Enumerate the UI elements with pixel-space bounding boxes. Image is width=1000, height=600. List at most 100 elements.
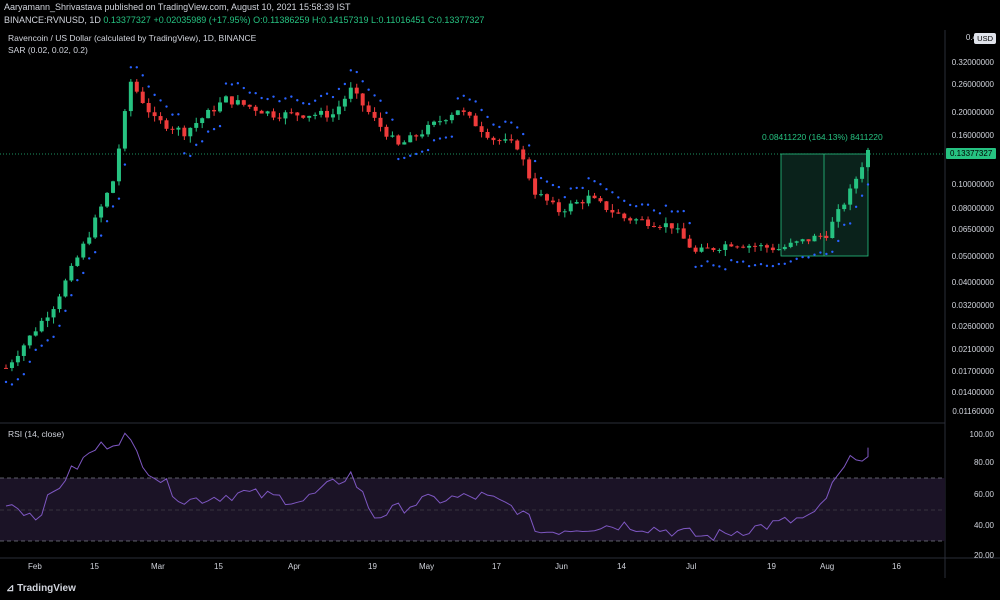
tradingview-logo[interactable]: ⊿ TradingView bbox=[6, 583, 76, 594]
candle-body bbox=[628, 218, 633, 221]
candle-body bbox=[283, 112, 288, 119]
sar-dot bbox=[474, 100, 477, 103]
sar-dot bbox=[450, 135, 454, 138]
sar-dot bbox=[569, 187, 572, 190]
price-tick: 0.03200000 bbox=[951, 301, 994, 310]
time-tick: 19 bbox=[767, 562, 776, 571]
time-tick: May bbox=[419, 562, 435, 571]
candle-body bbox=[693, 247, 698, 252]
sar-dot bbox=[688, 221, 691, 225]
candle-body bbox=[348, 87, 353, 99]
candle-body bbox=[235, 100, 240, 105]
candle-body bbox=[241, 100, 246, 105]
candle-body bbox=[116, 148, 121, 182]
sar-dot bbox=[789, 260, 792, 263]
candle-body bbox=[521, 149, 526, 160]
sar-dot bbox=[331, 95, 335, 99]
price-tick: 0.01400000 bbox=[951, 388, 994, 397]
candle-body bbox=[562, 211, 567, 213]
candle-body bbox=[455, 110, 460, 115]
candle-body bbox=[408, 135, 413, 143]
price-range-measure[interactable] bbox=[780, 153, 869, 257]
sar-dot bbox=[492, 123, 495, 126]
candle-body bbox=[200, 118, 205, 124]
candle-body bbox=[325, 110, 330, 118]
currency-button[interactable]: USD bbox=[974, 33, 996, 44]
sar-dot bbox=[860, 194, 864, 197]
candle-body bbox=[449, 114, 454, 121]
time-tick: 14 bbox=[617, 562, 626, 571]
sar-dot bbox=[409, 154, 412, 157]
sar-dot bbox=[373, 94, 376, 97]
sar-dot bbox=[195, 143, 198, 147]
sar-dot bbox=[539, 176, 543, 180]
current-price-tag: 0.13377327 bbox=[946, 148, 997, 159]
time-axis[interactable]: Feb 15 Mar 15 Apr 19 May 17 Jun 14 Jul 1… bbox=[0, 558, 945, 578]
sar-dot bbox=[848, 222, 852, 225]
sar-dot bbox=[854, 205, 858, 209]
time-tick: Aug bbox=[820, 562, 835, 571]
publish-info: Aaryamann_Shrivastava published on Tradi… bbox=[4, 2, 351, 12]
candle-body bbox=[574, 202, 579, 204]
candle-body bbox=[634, 219, 639, 221]
candle-body bbox=[461, 110, 466, 112]
sar-dot bbox=[189, 154, 192, 158]
candle-body bbox=[866, 149, 870, 168]
price-tick: 0.26000000 bbox=[951, 80, 994, 89]
candle-body bbox=[313, 114, 318, 116]
sar-dot bbox=[224, 82, 228, 85]
sar-dot bbox=[183, 152, 186, 155]
sar-dot bbox=[557, 185, 561, 189]
price-tick: 0.16000000 bbox=[951, 131, 994, 140]
candle-body bbox=[467, 111, 472, 116]
candle-body bbox=[402, 142, 407, 145]
candle-body bbox=[824, 235, 829, 239]
price-axis[interactable]: 0.32000000 0.26000000 0.20000000 0.16000… bbox=[945, 30, 1000, 560]
candle-body bbox=[420, 134, 425, 137]
price-tick: 0.01160000 bbox=[952, 407, 994, 416]
candle-body bbox=[164, 120, 169, 129]
sar-dot bbox=[634, 204, 638, 208]
candle-body bbox=[69, 265, 74, 281]
time-tick: 15 bbox=[214, 562, 223, 571]
sar-dot bbox=[533, 159, 537, 163]
candle-body bbox=[776, 249, 781, 251]
candle-body bbox=[681, 228, 686, 239]
candle-body bbox=[854, 178, 859, 189]
sar-dot bbox=[640, 203, 644, 206]
time-tick: 16 bbox=[892, 562, 901, 571]
candle-body bbox=[27, 335, 32, 346]
candle-body bbox=[271, 111, 276, 118]
sar-dots-group bbox=[4, 66, 870, 386]
sar-indicator-label[interactable]: SAR (0.02, 0.02, 0.2) bbox=[8, 45, 88, 55]
sar-dot bbox=[159, 99, 162, 102]
rsi-pane-title[interactable]: RSI (14, close) bbox=[8, 429, 65, 439]
sar-dot bbox=[206, 130, 210, 133]
candle-body bbox=[687, 238, 692, 248]
sar-dot bbox=[10, 383, 14, 386]
candle-body bbox=[640, 219, 645, 221]
sar-dot bbox=[212, 127, 216, 131]
candle-body bbox=[842, 204, 847, 210]
candle-body bbox=[128, 81, 133, 112]
candle-body bbox=[437, 121, 442, 123]
candle-body bbox=[253, 106, 258, 111]
candle-body bbox=[182, 127, 187, 137]
candle-body bbox=[295, 112, 300, 116]
time-tick: Jul bbox=[686, 562, 697, 571]
sar-dot bbox=[99, 234, 103, 237]
sar-dot bbox=[837, 239, 840, 243]
sar-dot bbox=[82, 271, 85, 275]
sar-dot bbox=[4, 380, 8, 384]
sar-dot bbox=[629, 203, 632, 207]
sar-dot bbox=[700, 264, 703, 268]
sar-dot bbox=[171, 113, 174, 116]
candle-body bbox=[663, 223, 668, 228]
candle-body bbox=[604, 201, 609, 210]
candle-body bbox=[57, 296, 62, 310]
candle-body bbox=[586, 195, 591, 204]
time-tick: Jun bbox=[555, 562, 568, 571]
candle-body bbox=[699, 247, 704, 252]
sar-dot bbox=[230, 83, 234, 86]
